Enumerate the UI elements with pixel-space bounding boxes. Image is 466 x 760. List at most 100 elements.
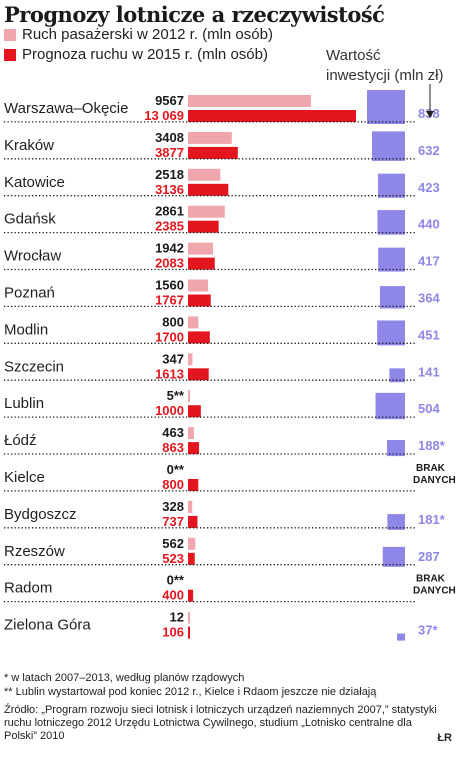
bar-forecast-2015 xyxy=(188,515,198,528)
label-forecast-2015: 1000 xyxy=(155,403,184,418)
bar-investment xyxy=(377,320,405,346)
label-traffic-2012: 1942 xyxy=(155,241,184,256)
bar-investment xyxy=(387,439,405,457)
bar-traffic-2012 xyxy=(188,611,190,624)
label-investment-no-data-line1: BRAK xyxy=(416,463,446,474)
label-investment: 440 xyxy=(418,217,440,232)
bar-traffic-2012 xyxy=(188,390,190,403)
legend-investment-line2: inwestycji (mln zł) xyxy=(326,67,444,84)
label-investment: 37* xyxy=(418,623,438,638)
bar-traffic-2012 xyxy=(188,279,209,292)
bar-forecast-2015 xyxy=(188,626,190,639)
label-forecast-2015: 2083 xyxy=(155,256,184,271)
label-forecast-2015: 863 xyxy=(162,440,184,455)
label-traffic-2012: 347 xyxy=(162,351,184,366)
label-forecast-2015: 523 xyxy=(162,551,184,566)
label-forecast-2015: 400 xyxy=(162,588,184,603)
label-forecast-2015: 1613 xyxy=(155,366,184,381)
bar-traffic-2012 xyxy=(188,353,193,366)
author-credit: ŁR xyxy=(437,732,452,744)
legend-investment-line1: Wartość xyxy=(326,47,381,64)
label-investment: 287 xyxy=(418,549,440,564)
label-traffic-2012: 9567 xyxy=(155,93,184,108)
bar-investment xyxy=(387,514,405,530)
label-forecast-2015: 1700 xyxy=(155,329,184,344)
chart-title: Prognozy lotnicze a rzeczywistość xyxy=(4,2,385,27)
bar-forecast-2015 xyxy=(188,552,195,565)
label-traffic-2012: 1560 xyxy=(155,278,184,293)
airport-name: Wrocław xyxy=(4,248,61,265)
airport-name: Gdańsk xyxy=(4,211,56,228)
airport-name: Kraków xyxy=(4,137,54,154)
label-traffic-2012: 328 xyxy=(162,499,184,514)
label-forecast-2015: 3136 xyxy=(155,182,184,197)
footnote-investment-period: * w latach 2007–2013, według planów rząd… xyxy=(4,672,245,684)
footnote-not-operating: ** Lublin wystartował pod koniec 2012 r.… xyxy=(4,686,377,698)
airport-name: Poznań xyxy=(4,285,55,302)
bar-forecast-2015 xyxy=(188,331,210,344)
label-forecast-2015: 106 xyxy=(162,625,184,640)
label-investment: 364 xyxy=(418,291,440,306)
label-traffic-2012: 2518 xyxy=(155,167,184,182)
legend-item-forecast-2015: Prognoza ruchu w 2015 r. (mln osób) xyxy=(4,46,268,63)
bar-forecast-2015 xyxy=(188,110,356,122)
label-traffic-2012: 5** xyxy=(167,388,185,403)
legend-label-forecast-2015: Prognoza ruchu w 2015 r. (mln osób) xyxy=(22,46,268,63)
bar-investment xyxy=(389,368,405,383)
label-traffic-2012: 2861 xyxy=(155,204,184,219)
label-traffic-2012: 0** xyxy=(167,462,185,477)
bar-traffic-2012 xyxy=(188,537,196,550)
label-forecast-2015: 800 xyxy=(162,477,184,492)
label-traffic-2012: 562 xyxy=(162,536,184,551)
bar-forecast-2015 xyxy=(188,183,229,196)
legend-swatch-traffic-2012 xyxy=(4,28,16,41)
airport-name: Zielona Góra xyxy=(4,617,91,634)
bar-forecast-2015 xyxy=(188,405,201,418)
airport-name: Szczecin xyxy=(4,358,64,375)
airport-name: Katowice xyxy=(4,174,65,191)
legend-swatch-forecast-2015 xyxy=(4,48,16,61)
bar-forecast-2015 xyxy=(188,442,200,455)
bar-traffic-2012 xyxy=(188,131,232,144)
bar-forecast-2015 xyxy=(188,257,215,270)
bar-investment xyxy=(367,90,405,124)
bar-investment xyxy=(382,546,405,567)
bar-forecast-2015 xyxy=(188,294,211,307)
bar-traffic-2012 xyxy=(188,205,225,218)
label-investment: 417 xyxy=(418,254,440,269)
airport-name: Bydgoszcz xyxy=(4,506,77,523)
bar-investment xyxy=(397,633,405,641)
label-traffic-2012: 0** xyxy=(167,573,185,588)
label-investment-no-data-line2: DANYCH xyxy=(413,586,456,597)
airport-name: Rzeszów xyxy=(4,543,65,560)
bar-investment xyxy=(379,286,405,309)
label-forecast-2015: 3877 xyxy=(155,145,184,160)
bar-forecast-2015 xyxy=(188,220,219,233)
investment-pointer-arrow xyxy=(426,111,434,118)
airport-name: Warszawa–Okęcie xyxy=(4,100,128,117)
legend-item-traffic-2012: Ruch pasażerski w 2012 r. (mln osób) xyxy=(4,26,273,43)
bar-forecast-2015 xyxy=(188,368,209,381)
legend-investment: Wartość inwestycji (mln zł) xyxy=(326,46,464,86)
label-investment: 141 xyxy=(418,364,440,379)
label-investment: 504 xyxy=(418,401,440,416)
airport-name: Kielce xyxy=(4,469,45,486)
label-investment-no-data-line1: BRAK xyxy=(416,574,446,585)
bar-forecast-2015 xyxy=(188,589,194,602)
airport-name: Radom xyxy=(4,580,52,597)
label-forecast-2015: 13 069 xyxy=(144,108,184,123)
bar-traffic-2012 xyxy=(188,500,193,513)
bar-traffic-2012 xyxy=(188,168,221,181)
bar-investment xyxy=(371,131,405,161)
label-investment-no-data-line2: DANYCH xyxy=(413,475,456,486)
label-investment: 181* xyxy=(418,512,446,527)
label-investment: 188* xyxy=(418,438,446,453)
label-forecast-2015: 737 xyxy=(162,514,184,529)
airport-name: Lublin xyxy=(4,395,44,412)
label-traffic-2012: 12 xyxy=(170,610,184,625)
bar-traffic-2012 xyxy=(188,95,311,107)
bar-traffic-2012 xyxy=(188,242,213,255)
source-note: Źródło: „Program rozwoju sieci lotnisk i… xyxy=(4,704,437,742)
